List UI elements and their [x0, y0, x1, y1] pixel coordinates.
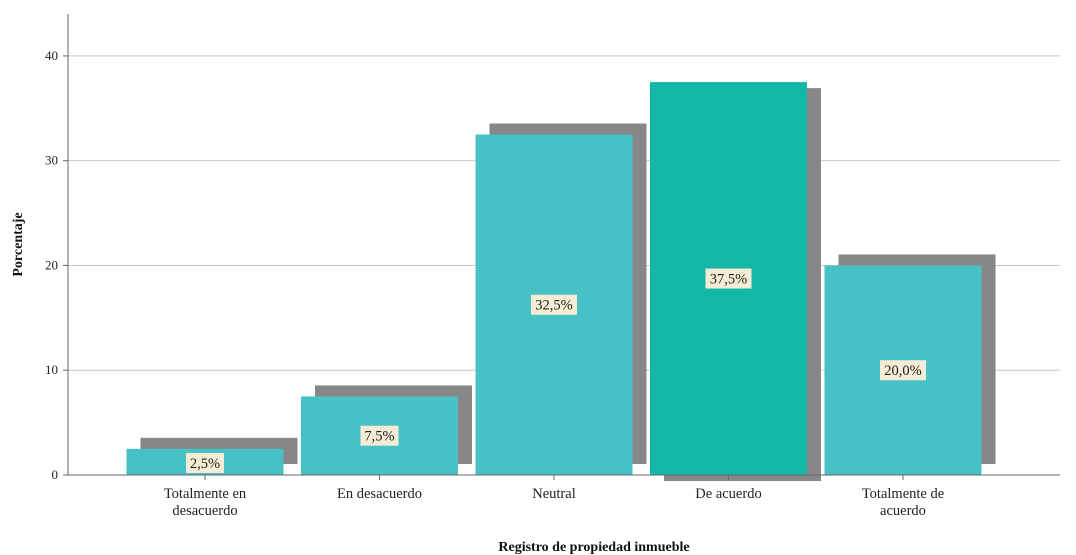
x-tick-label: Totalmente en [164, 486, 247, 502]
x-axis-title: Registro de propiedad inmueble [498, 540, 689, 555]
data-label: 37,5% [710, 272, 747, 288]
data-label: 2,5% [190, 456, 220, 472]
data-label-box [705, 268, 752, 289]
data-label-box [186, 453, 224, 473]
axes [67, 14, 1060, 476]
x-tick-label: Totalmente de [862, 486, 944, 502]
x-tick-label: En desacuerdo [337, 486, 422, 502]
y-tick-label: 20 [45, 257, 58, 272]
x-tick-label: De acuerdo [695, 486, 761, 502]
y-tick-label: 10 [45, 362, 58, 377]
x-tick-label: desacuerdo [172, 503, 237, 519]
y-tick-labels: 0 10 20 30 40 [45, 48, 68, 482]
y-tick-label: 30 [45, 153, 58, 168]
y-tick-label: 40 [45, 48, 58, 63]
data-label: 7,5% [364, 429, 394, 445]
y-tick-label: 0 [52, 467, 59, 482]
x-tick-label: Neutral [532, 486, 575, 502]
data-label: 32,5% [535, 298, 572, 314]
y-axis-title: Porcentaje [11, 212, 26, 276]
bars [126, 82, 982, 476]
data-label-box [360, 425, 399, 446]
data-labels: 2,5% 7,5% 32,5% 37,5% 20,0% [186, 268, 926, 473]
data-label-box [531, 294, 577, 315]
data-label: 20,0% [884, 363, 921, 379]
data-label-box [880, 360, 926, 381]
x-tick-label: acuerdo [880, 503, 926, 519]
